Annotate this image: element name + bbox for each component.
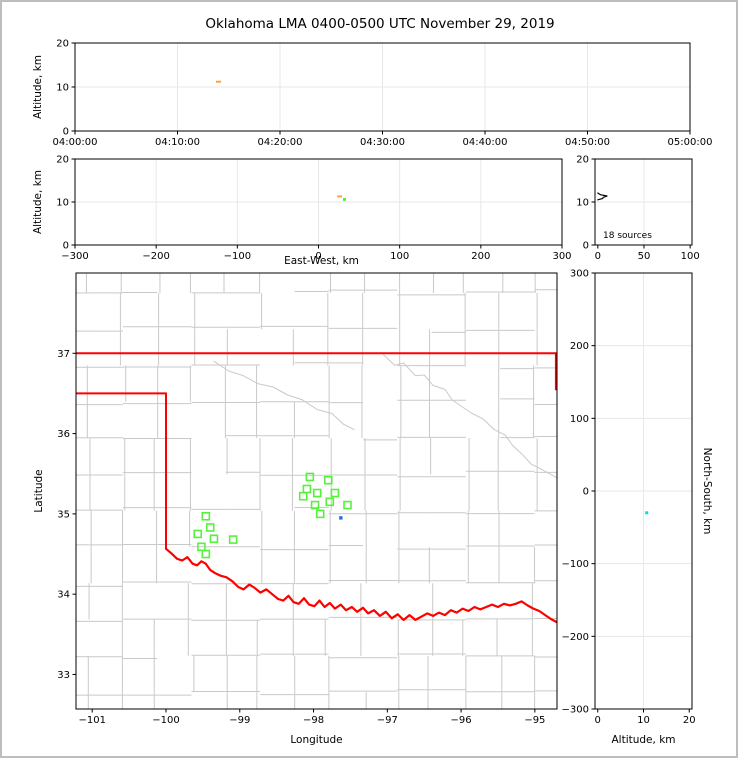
lightning-source-square bbox=[312, 488, 322, 498]
x-tick-label: 04:30:00 bbox=[360, 137, 405, 148]
y-tick-label: 200 bbox=[570, 341, 589, 352]
x-tick-label: 04:20:00 bbox=[258, 137, 303, 148]
source-point bbox=[337, 195, 343, 198]
lightning-source-square bbox=[205, 523, 215, 532]
panel-northsouth-height: 0 10 20 −300 −200 −100 0 100 200 300 Altitude, km N… bbox=[562, 269, 713, 747]
figure-title: Oklahoma LMA 0400-0500 UTC November 29, … bbox=[205, 16, 554, 32]
county-boundaries bbox=[76, 273, 557, 709]
lightning-source-square bbox=[330, 488, 340, 498]
y-tick-label: 20 bbox=[576, 155, 589, 166]
source-point bbox=[645, 511, 649, 515]
y-tick-label: 37 bbox=[57, 349, 70, 360]
y-tick-label: 20 bbox=[56, 39, 69, 50]
lightning-source-square bbox=[197, 542, 206, 552]
lightning-source-square bbox=[325, 497, 335, 507]
x-tick-label: 20 bbox=[683, 715, 696, 726]
x-tick-label: 200 bbox=[471, 251, 490, 262]
y-tick-label: 100 bbox=[570, 414, 589, 425]
lightning-source-square bbox=[201, 511, 211, 521]
y-tick-label: 0 bbox=[63, 241, 69, 252]
x-tick-label: 04:50:00 bbox=[565, 137, 610, 148]
x-tick-label: −96 bbox=[451, 715, 472, 726]
x-tick-label: 0 bbox=[595, 715, 601, 726]
panel-height-histogram: 0 50 100 0 10 20 18 sources bbox=[576, 155, 699, 263]
y-tick-label: 300 bbox=[570, 269, 589, 280]
x-tick-label: −300 bbox=[61, 251, 88, 262]
x-tick-label: −99 bbox=[229, 715, 250, 726]
panel-time-height: 04:00:00 04:10:00 04:20:00 04:30:00 04:40:00… bbox=[32, 39, 712, 149]
x-tick-label: −100 bbox=[224, 251, 251, 262]
y-tick-label: −200 bbox=[562, 632, 589, 643]
y-tick-label: 10 bbox=[576, 198, 589, 209]
lightning-source-square bbox=[209, 534, 219, 544]
altitude-histogram-line bbox=[597, 192, 608, 201]
lightning-source-square bbox=[193, 529, 203, 539]
x-tick-label: 100 bbox=[390, 251, 409, 262]
x-tick-label: −100 bbox=[152, 715, 179, 726]
x-tick-label: 04:10:00 bbox=[155, 137, 200, 148]
y-tick-label: 10 bbox=[56, 198, 69, 209]
x-tick-label: −97 bbox=[377, 715, 398, 726]
lightning-source-square bbox=[298, 491, 308, 501]
x-tick-label: 0 bbox=[315, 251, 321, 262]
y-tick-label: 10 bbox=[56, 83, 69, 94]
x-tick-label: −200 bbox=[142, 251, 169, 262]
lightning-source-square bbox=[305, 472, 315, 482]
lightning-source-square bbox=[201, 549, 211, 559]
x-tick-label: 100 bbox=[681, 251, 700, 262]
lightning-source-square bbox=[343, 500, 352, 510]
x-axis-label: East-West, km bbox=[284, 255, 359, 267]
y-tick-label: 20 bbox=[56, 155, 69, 166]
y-tick-label: 33 bbox=[57, 670, 70, 681]
lightning-source-square bbox=[324, 475, 333, 485]
x-tick-label: 0 bbox=[595, 251, 601, 262]
y-axis-label-right: North-South, km bbox=[701, 448, 713, 535]
y-axis-label: Latitude bbox=[33, 469, 45, 512]
y-tick-label: −300 bbox=[562, 705, 589, 716]
y-tick-label: 36 bbox=[57, 429, 70, 440]
river-line bbox=[383, 354, 557, 479]
source-point bbox=[342, 197, 346, 201]
state-boundary-red-river bbox=[164, 547, 557, 624]
x-tick-label: −98 bbox=[303, 715, 324, 726]
lightning-source-square bbox=[310, 500, 320, 510]
x-tick-label: 04:40:00 bbox=[463, 137, 508, 148]
x-tick-label: −101 bbox=[78, 715, 105, 726]
x-tick-label: 04:00:00 bbox=[53, 137, 98, 148]
lightning-source-square bbox=[228, 535, 238, 544]
x-tick-label: 05:00:00 bbox=[668, 137, 713, 148]
y-tick-label: 35 bbox=[57, 509, 70, 520]
x-tick-label: 10 bbox=[637, 715, 650, 726]
source-count-annotation: 18 sources bbox=[603, 231, 652, 241]
y-axis-label: Altitude, km bbox=[32, 55, 44, 119]
lightning-source-square bbox=[302, 484, 312, 494]
source-point bbox=[216, 80, 221, 83]
map-content bbox=[76, 273, 557, 709]
axes-frame bbox=[75, 272, 558, 710]
y-tick-label: −100 bbox=[562, 559, 589, 570]
panel-plan-view-map: −101 −100 −99 −98 −97 −96 −95 33 34 35 36 37 Latitud… bbox=[33, 272, 558, 746]
y-axis-label: Altitude, km bbox=[32, 170, 44, 234]
x-axis-label: Altitude, km bbox=[611, 734, 675, 746]
y-tick-label: 34 bbox=[57, 590, 70, 601]
lightning-source-square bbox=[315, 509, 325, 519]
x-tick-label: 50 bbox=[638, 251, 651, 262]
river-line bbox=[213, 360, 355, 431]
x-axis-label: Longitude bbox=[290, 734, 342, 746]
y-tick-label: 0 bbox=[583, 487, 589, 498]
y-tick-label: 0 bbox=[583, 241, 589, 252]
y-tick-label: 0 bbox=[63, 127, 69, 138]
panel-eastwest-height: −300 −200 −100 0 100 200 300 0 10 20 Altitude, km E… bbox=[32, 155, 572, 268]
x-tick-label: −95 bbox=[524, 715, 545, 726]
x-tick-label: 300 bbox=[552, 251, 571, 262]
lightning-source-blue bbox=[339, 516, 343, 520]
